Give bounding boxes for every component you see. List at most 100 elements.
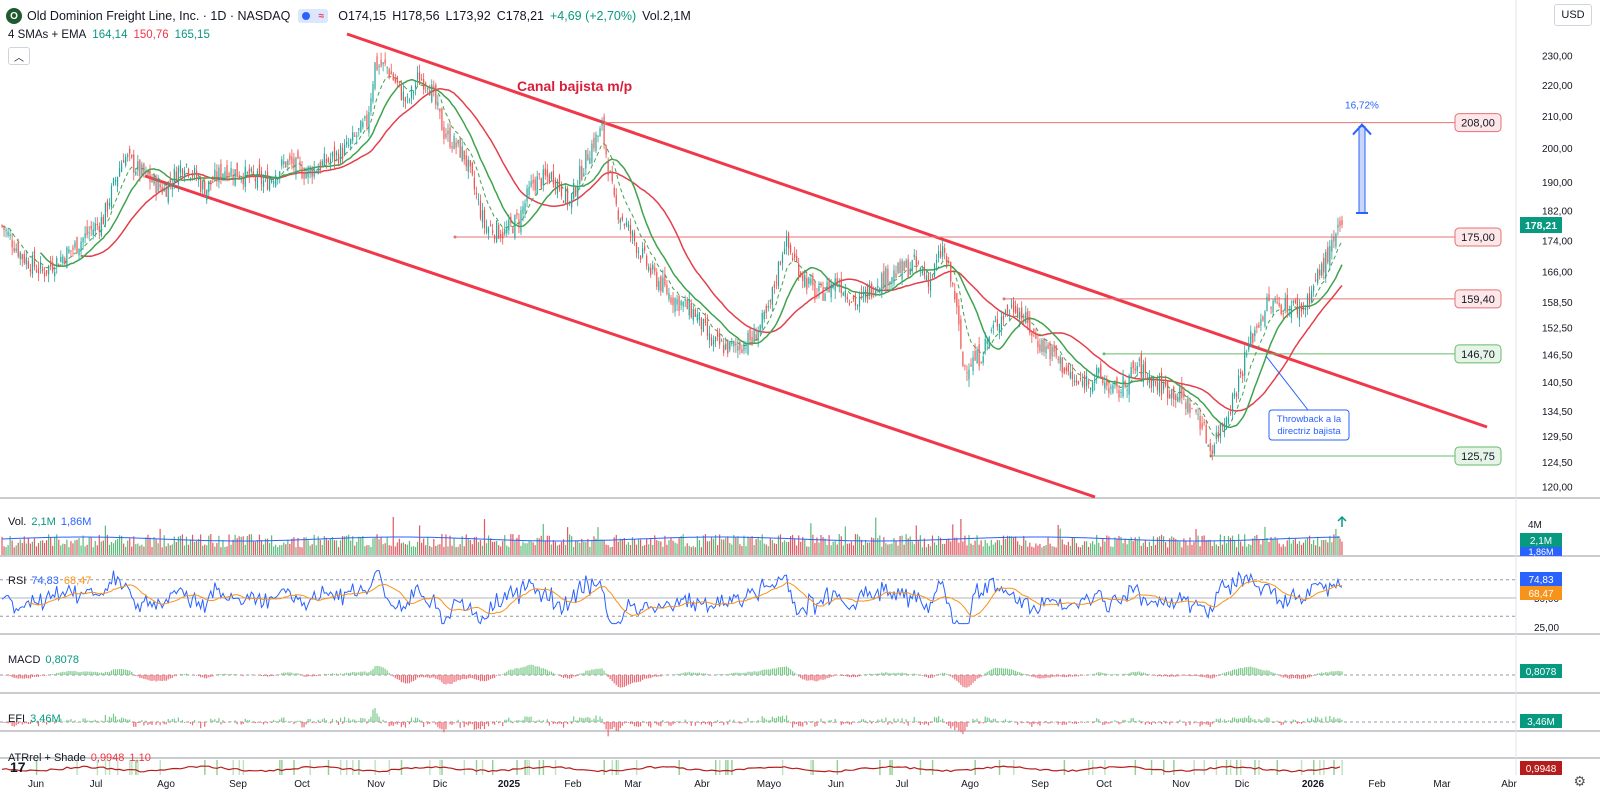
macd-bar — [1110, 674, 1112, 675]
macd-bar — [120, 668, 123, 675]
candle — [84, 233, 86, 238]
gear-icon[interactable]: ⚙ — [1573, 773, 1586, 789]
macd-bar — [1045, 675, 1047, 678]
macd-bar — [218, 673, 220, 675]
candle — [390, 71, 392, 75]
candle — [840, 278, 842, 294]
efi-legend[interactable]: EFI 3,46M — [8, 713, 61, 725]
volume-bar — [441, 534, 443, 555]
volume-bar — [1002, 535, 1005, 555]
candle — [80, 241, 82, 251]
efi-bar — [224, 722, 226, 723]
candle — [1156, 382, 1159, 391]
macd-bar — [1067, 675, 1069, 677]
ma-legend[interactable]: 4 SMAs + EMA 164,14 150,76 165,15 — [8, 29, 210, 41]
macd-bar — [1061, 675, 1063, 677]
compare-toggle[interactable]: ≈ — [298, 9, 329, 23]
volume-legend[interactable]: Vol. 2,1M 1,86M — [8, 516, 91, 528]
efi-bar — [423, 722, 425, 728]
volume-bar — [1116, 539, 1118, 555]
candle — [889, 281, 891, 284]
candle — [74, 242, 76, 248]
macd-bar — [783, 666, 786, 675]
y-tick-label: 152,50 — [1542, 324, 1573, 335]
collapse-legend-button[interactable]: ︿ — [8, 47, 30, 65]
volume-bar — [155, 539, 157, 555]
efi-bar — [623, 722, 625, 724]
candle — [1246, 354, 1248, 356]
macd-bar — [893, 672, 895, 675]
efi-bar — [1325, 716, 1327, 722]
volume-bar — [577, 541, 579, 555]
macd-legend[interactable]: MACD 0,8078 — [8, 654, 79, 666]
volume-bar — [406, 544, 409, 555]
volume-bar — [1029, 542, 1031, 555]
candle — [759, 324, 761, 332]
candle — [688, 299, 690, 316]
volume-bar — [625, 544, 627, 555]
volume-bar — [303, 537, 305, 555]
efi-bar — [846, 722, 848, 724]
macd-bar — [333, 673, 336, 675]
atr-shade — [635, 760, 638, 775]
efi-bar — [64, 721, 66, 722]
efi-bar — [893, 718, 895, 722]
macd-bar — [335, 673, 338, 675]
macd-bar — [475, 675, 477, 680]
y-tick-label: 210,00 — [1542, 112, 1573, 123]
efi-bar — [587, 716, 589, 722]
rsi-legend[interactable]: RSI 74,83 68,47 — [8, 575, 91, 587]
efi-bar — [1207, 722, 1209, 725]
candle — [167, 181, 169, 203]
efi-bar — [133, 722, 135, 727]
candle — [1102, 377, 1104, 384]
candle — [1225, 417, 1228, 430]
macd-bar — [644, 675, 646, 679]
macd-bar — [88, 671, 90, 675]
volume-bar — [575, 540, 577, 555]
candle — [72, 247, 74, 250]
efi-bar — [804, 721, 806, 722]
efi-bar — [82, 718, 84, 722]
volume-bar — [1296, 543, 1299, 555]
macd-bar — [585, 670, 587, 675]
volume-bar — [891, 543, 893, 555]
candle — [1140, 353, 1142, 378]
macd-bar — [812, 675, 814, 681]
candle — [1327, 247, 1329, 263]
volume-bar — [354, 545, 356, 555]
candle — [731, 342, 733, 344]
atr-shade — [731, 760, 733, 775]
efi-bar — [566, 722, 569, 725]
volume-bar — [573, 546, 575, 555]
volume-bar — [127, 540, 129, 555]
efi-bar — [348, 718, 350, 722]
volume-bar — [860, 539, 863, 555]
macd-bar — [1158, 675, 1161, 676]
macd-bar — [368, 672, 370, 675]
atr-legend[interactable]: ATRrel + Shade 0,9948 1,10 — [8, 752, 151, 764]
candle — [333, 146, 336, 162]
volume-bar — [275, 544, 277, 555]
volume-bar — [481, 545, 484, 555]
macd-bar — [773, 668, 775, 675]
y-tick-label: 129,50 — [1542, 432, 1573, 443]
atr-shade — [238, 760, 241, 775]
efi-bar — [323, 718, 325, 722]
atr-shade — [1341, 760, 1343, 775]
macd-bar — [1284, 675, 1286, 678]
candle — [116, 176, 119, 187]
efi-bar — [220, 722, 222, 725]
macd-bar — [66, 671, 68, 675]
volume-bar — [100, 541, 102, 555]
macd-bar — [163, 675, 165, 681]
macd-bar — [1197, 675, 1199, 677]
macd-bar — [147, 675, 149, 680]
currency-button[interactable]: USD — [1554, 4, 1592, 26]
candle — [1079, 378, 1082, 380]
volume-bar — [341, 536, 344, 555]
symbol-title[interactable]: Old Dominion Freight Line, Inc. · 1D · N… — [27, 9, 291, 23]
candle — [1025, 312, 1027, 323]
efi-bar — [927, 722, 930, 726]
